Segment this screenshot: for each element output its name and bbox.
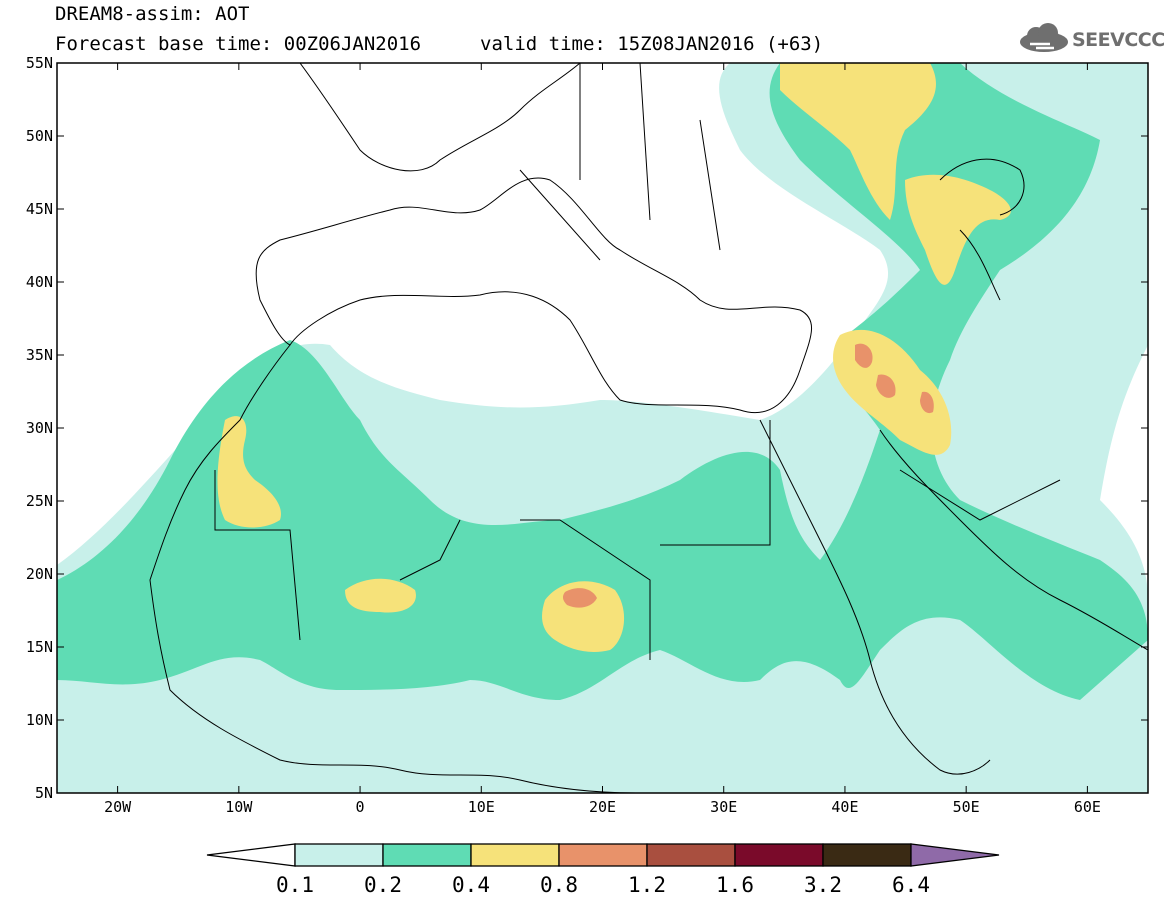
colorbar-label: 1.6 [716, 873, 754, 897]
logo-text: SEEVCCC [1072, 29, 1165, 51]
colorbar-swatch [646, 843, 736, 867]
colorbar-swatch [558, 843, 648, 867]
coastlines [149, 63, 1148, 793]
cloud-icon [1020, 23, 1068, 52]
aot-band-0-4 [542, 581, 625, 652]
colorbar-label: 6.4 [892, 873, 930, 897]
lon-label: 10E [468, 798, 495, 816]
lat-label: 10N [26, 711, 53, 729]
forecast-base-time: Forecast base time: 00Z06JAN2016 [55, 33, 422, 55]
lon-label: 30E [710, 798, 737, 816]
lat-label: 15N [26, 638, 53, 656]
lon-label: 0 [356, 798, 365, 816]
lat-label: 5N [35, 784, 53, 802]
lon-label: 20E [589, 798, 616, 816]
colorbar-low-arrow [206, 843, 296, 867]
lon-label: 60E [1074, 798, 1101, 816]
colorbar-label: 0.1 [276, 873, 314, 897]
colorbar-swatch [382, 843, 472, 867]
colorbar-high-arrow [910, 843, 1000, 867]
aot-band-0-8 [876, 374, 896, 398]
latitude-axis: 55N 50N 45N 40N 35N 30N 25N 20N 15N 10N 5N [26, 54, 1148, 802]
colorbar-label: 3.2 [804, 873, 842, 897]
lat-label: 20N [26, 565, 53, 583]
colorbar-label: 0.8 [540, 873, 578, 897]
colorbar-swatch [470, 843, 560, 867]
lat-label: 35N [26, 346, 53, 364]
aot-band-0-4 [217, 416, 281, 528]
valid-time: valid time: 15Z08JAN2016 (+63) [480, 33, 824, 55]
map-title: DREAM8-assim: AOT [55, 3, 250, 25]
colorbar-swatch [734, 843, 824, 867]
seevccc-logo: SEEVCCC [1016, 22, 1165, 56]
aot-band-0-8 [562, 588, 597, 608]
lat-label: 25N [26, 492, 53, 510]
aot-band-0-4 [345, 578, 416, 613]
lat-label: 50N [26, 127, 53, 145]
lon-label: 10W [225, 798, 253, 816]
lat-label: 45N [26, 200, 53, 218]
aot-field [57, 63, 1148, 793]
aot-band-0-4 [780, 63, 936, 220]
lon-label: 50E [953, 798, 980, 816]
lon-label: 40E [831, 798, 858, 816]
aot-band-0-4 [905, 174, 1011, 285]
colorbar: 0.1 0.2 0.4 0.8 1.2 1.6 3.2 6.4 [206, 843, 1000, 897]
colorbar-label: 0.4 [452, 873, 490, 897]
colorbar-label: 1.2 [628, 873, 666, 897]
lat-label: 55N [26, 54, 53, 72]
colorbar-label: 0.2 [364, 873, 402, 897]
colorbar-swatch [822, 843, 912, 867]
aot-band-0-8 [920, 391, 934, 414]
lat-label: 30N [26, 419, 53, 437]
aot-band-0-2 [57, 63, 1148, 700]
longitude-axis: 20W 10W 0 10E 20E 30E 40E 50E 60E [104, 63, 1101, 816]
lon-label: 20W [104, 798, 132, 816]
colorbar-swatch [294, 843, 384, 867]
lat-label: 40N [26, 273, 53, 291]
aot-band-0-8 [855, 343, 873, 368]
